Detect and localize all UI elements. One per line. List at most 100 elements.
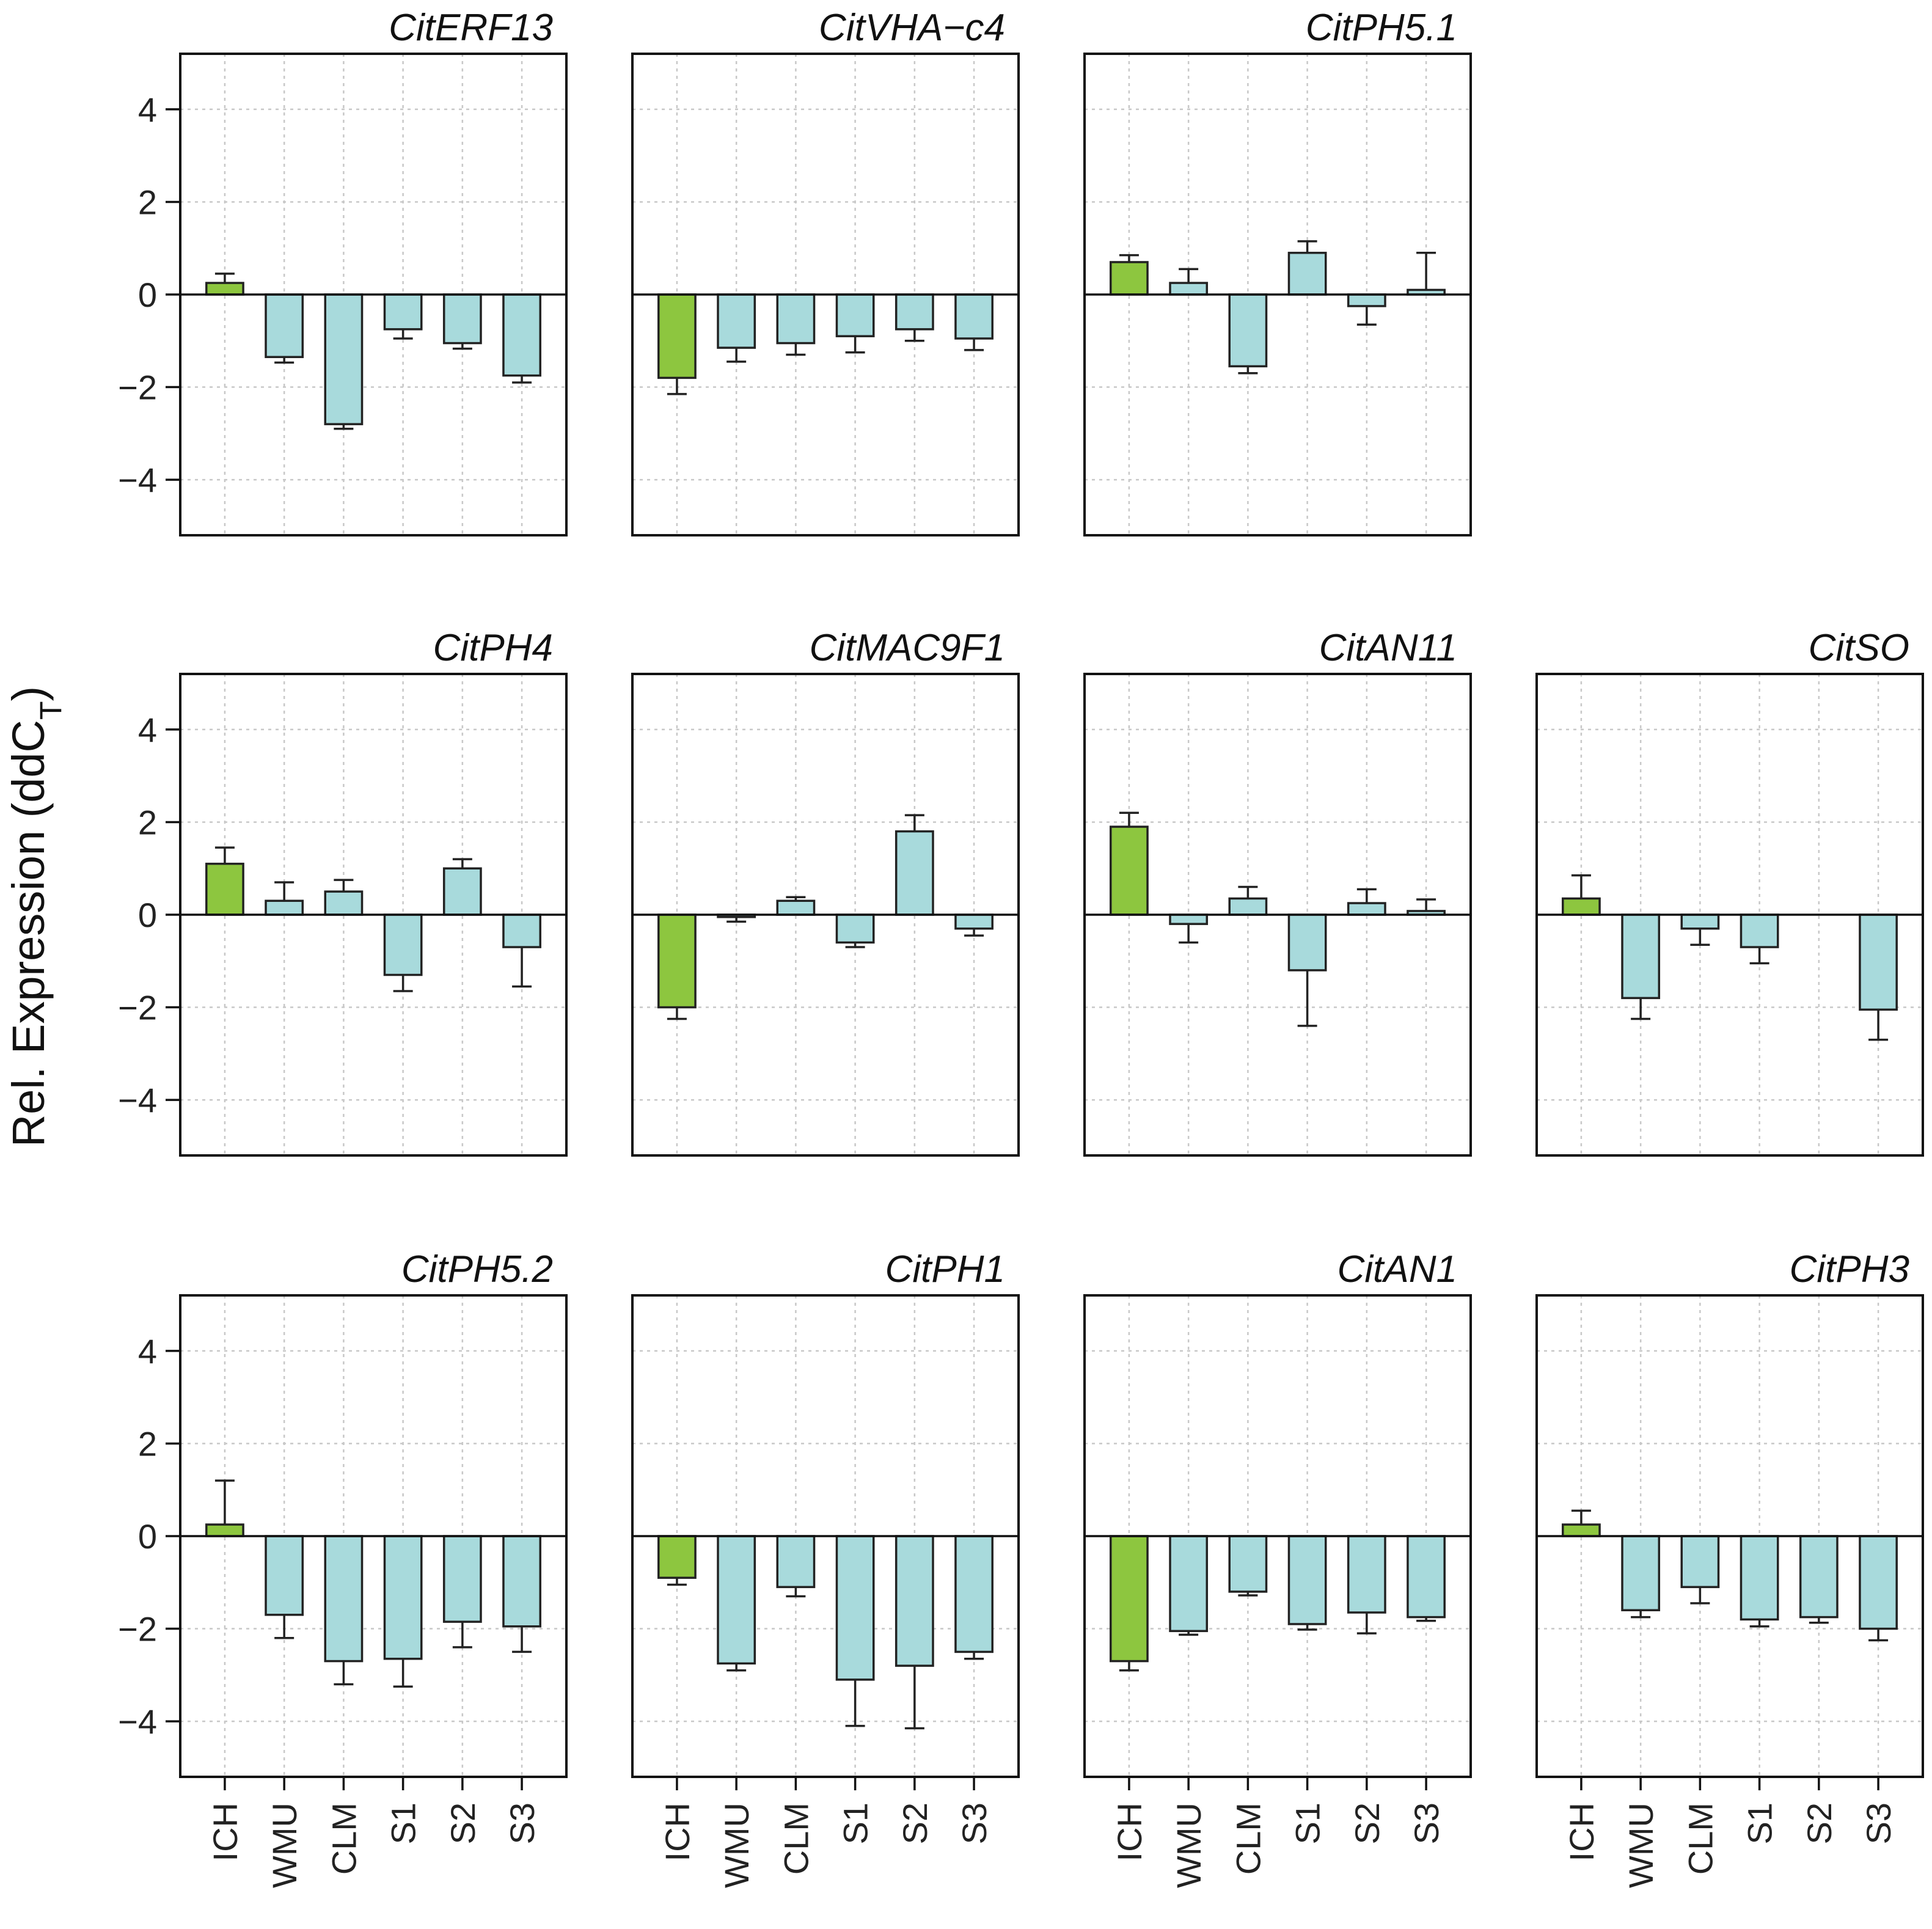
bar-clm [776,293,816,345]
y-tick-label: 2 [138,1424,157,1463]
x-tick-label: S2 [444,1803,482,1845]
panel-citso: CitSO [1535,627,1924,1157]
panel-title: CitSO [1809,627,1909,669]
y-tick-label: −4 [118,1702,157,1741]
x-tick-label: WMU [1169,1803,1208,1888]
bar-clm [1680,1535,1720,1589]
y-axis-label-subscript: T [34,701,68,720]
bar-clm [324,293,364,425]
y-tick-label: 0 [138,276,157,314]
x-tick-label: S3 [1407,1803,1446,1845]
x-tick-label: S3 [1859,1803,1898,1845]
panel-frame [1083,1294,1472,1778]
bar-s3 [502,1535,541,1628]
panel-citph3: CitPH3 ICH WMU CLM S1 S2 S3 [1535,1248,1924,1888]
y-tick-label: −2 [118,989,157,1027]
bar-wmu [1621,913,1661,1000]
panel-title: CitPH4 [433,627,553,669]
panel-title: CitPH5.2 [401,1248,553,1290]
bar-s2 [1347,902,1386,916]
bar-clm [324,1535,364,1663]
bar-ich [205,1523,244,1537]
y-tick-label: −4 [118,461,157,499]
panel-citerf13: CitERF13 4 2 0 −2 −4 [118,7,568,536]
y-tick-label: −2 [118,1610,157,1649]
bar-s2 [442,867,482,916]
bar-s3 [954,913,993,930]
panel-title: CitPH5.1 [1306,7,1457,49]
bar-ich [657,1535,697,1579]
y-tick-label: 4 [138,90,157,129]
panel-citan1: CitAN1 ICH WMU CLM S1 S2 S3 [1083,1248,1472,1888]
panel-title: CitAN11 [1319,627,1457,669]
bar-wmu [1621,1535,1661,1611]
bar-s1 [835,913,875,944]
x-tick-label: ICH [658,1803,697,1861]
y-tick-label: −4 [118,1081,157,1119]
bar-wmu [265,293,304,359]
x-tick-label: WMU [1622,1803,1660,1888]
bar-ich [205,282,244,296]
bar-s2 [1347,293,1386,307]
y-axis-label-main: Rel. Expression (ddC [3,720,54,1147]
panel-frame [631,53,1020,536]
y-tick-label: 4 [138,1332,157,1371]
bar-s2 [895,1535,934,1667]
bar-ich [1110,825,1149,916]
panel-title: CitERF13 [389,7,553,49]
bar-s3 [954,1535,993,1653]
panel-title: CitAN1 [1337,1248,1457,1290]
y-tick-label: 4 [138,711,157,749]
y-tick-label: 2 [138,183,157,221]
bar-s3 [502,913,541,948]
panel-frame [1083,673,1472,1157]
y-axis-label: Rel. Expression (ddCT) [3,686,68,1147]
bar-s3 [1859,913,1898,1011]
x-tick-label: ICH [1110,1803,1149,1861]
y-axis-label-close: ) [3,686,54,701]
bar-s3 [1407,1535,1446,1619]
bar-s2 [895,830,934,916]
bar-wmu [1169,1535,1209,1633]
panel-title: CitMAC9F1 [810,627,1005,669]
x-tick-label: WMU [717,1803,756,1888]
bar-s1 [383,1535,423,1660]
bar-ich [1110,261,1149,296]
x-tick-label: S2 [1800,1803,1839,1845]
panel-frame [1535,1294,1924,1778]
panel-frame [631,1294,1020,1778]
panel-grid: CitERF13 4 2 0 −2 −4 CitVHA−c4 CitPH5.1 CitPH4 4 2… [118,7,1924,1888]
bar-wmu [265,899,304,916]
panel-citph5-2: CitPH5.2 4 2 0 −2 −4 ICH WMU CLM S1 S2 S3 [118,1248,568,1888]
y-tick-label: 2 [138,803,157,841]
panel-citph5-1: CitPH5.1 [1083,7,1472,536]
panel-citph1: CitPH1 ICH WMU CLM S1 S2 S3 [631,1248,1020,1888]
bar-ich [657,293,697,379]
y-tick-label: 0 [138,1517,157,1556]
x-tick-label: ICH [1562,1803,1601,1861]
bar-clm [1228,1535,1268,1593]
x-tick-label: S1 [1289,1803,1327,1845]
bar-s1 [1287,1535,1327,1625]
y-tick-label: 0 [138,896,157,934]
bar-s1 [835,293,875,337]
bar-s1 [383,293,423,331]
bar-wmu [265,1535,304,1616]
panel-frame [1535,673,1924,1157]
x-tick-label: S1 [384,1803,423,1845]
bar-wmu [1169,282,1209,296]
x-tick-label: S1 [836,1803,875,1845]
panel-title: CitPH3 [1790,1248,1909,1290]
x-tick-label: CLM [777,1803,815,1875]
bar-s1 [383,913,423,976]
bar-ich [1562,897,1601,916]
panel-title: CitVHA−c4 [819,7,1005,49]
panel-citph4: CitPH4 4 2 0 −2 −4 [118,627,568,1157]
bar-s1 [1740,913,1779,948]
x-tick-label: S1 [1741,1803,1779,1845]
bar-wmu [1169,913,1209,925]
bar-clm [776,899,816,916]
bar-wmu [717,293,756,349]
bar-clm [776,1535,816,1589]
